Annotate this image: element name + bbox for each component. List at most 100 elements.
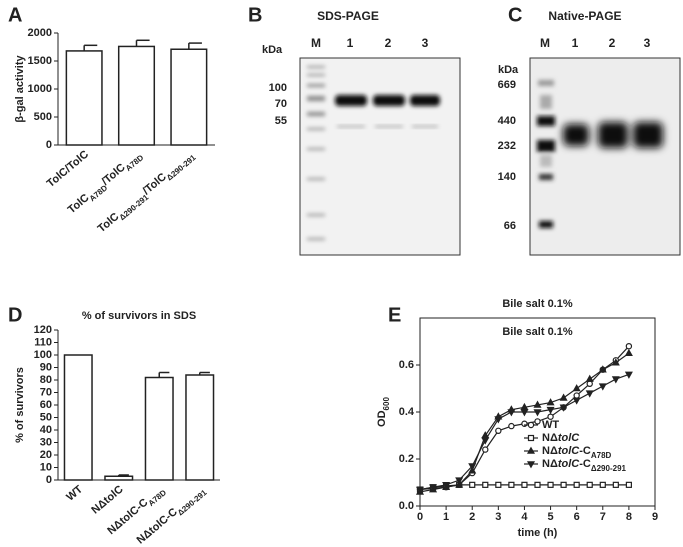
panel-letter: C <box>508 4 522 26</box>
text-part: -C <box>579 458 591 470</box>
panel-letter: E <box>388 304 401 326</box>
text-part: NΔtolC <box>89 483 125 516</box>
gel-unit: kDa <box>262 44 283 56</box>
y-tick-label: 120 <box>34 324 52 336</box>
x-tick-label: TolC/TolC <box>45 148 91 190</box>
text-part: 600 <box>382 397 391 411</box>
marker <box>598 383 607 391</box>
marker <box>521 481 528 488</box>
marker <box>611 358 620 366</box>
marker <box>534 418 541 425</box>
y-tick-label: 0.4 <box>399 406 415 418</box>
marker <box>611 376 620 384</box>
legend-label: NΔtolC <box>542 432 580 444</box>
x-tick-label: NΔtolC <box>89 483 125 516</box>
gel-b: B SDS-PAGE kDa M 1 2 3 100 70 55 <box>248 4 461 256</box>
marker-label: 55 <box>275 115 287 127</box>
marker <box>481 437 490 445</box>
marker-label: 66 <box>504 220 516 232</box>
y-tick-label: 90 <box>40 361 52 373</box>
marker <box>573 481 580 488</box>
lane-label: M <box>540 36 550 50</box>
marker <box>494 416 503 424</box>
plot-frame <box>419 317 656 507</box>
y-axis-label: β-gal activity <box>14 55 26 123</box>
text-part: tolC <box>558 432 580 444</box>
x-tick-label: NΔtolC-CΔ290-291 <box>135 483 209 547</box>
text-part: A78D <box>591 451 612 460</box>
legend-marker <box>527 421 535 429</box>
chart-title: % of survivors in SDS <box>82 310 196 322</box>
lane-label: 1 <box>347 36 354 50</box>
y-tick-label: 1000 <box>28 83 52 95</box>
marker <box>586 481 593 488</box>
text-part: Δ290-291 <box>165 152 198 182</box>
marker <box>468 463 477 471</box>
y-tick-label: 110 <box>34 336 52 348</box>
legend-marker <box>526 446 536 454</box>
text-part: Δ290-291 <box>591 464 627 473</box>
marker <box>598 365 607 373</box>
text-part: tolC <box>558 458 580 470</box>
marker-label: 70 <box>275 98 287 110</box>
text-part: TolC/TolC <box>45 148 91 190</box>
y-tick-label: 50 <box>40 411 52 423</box>
faint-bands <box>337 125 438 128</box>
marker <box>585 390 594 398</box>
bands <box>563 122 663 148</box>
marker <box>520 409 529 417</box>
text-part: -C <box>579 445 591 457</box>
bar <box>185 374 215 481</box>
marker <box>495 481 502 488</box>
panel-letter: D <box>8 304 22 326</box>
x-tick-label: WT <box>64 483 85 503</box>
text-part: WT <box>64 483 85 503</box>
gel-unit: kDa <box>498 64 519 76</box>
y-tick-label: 30 <box>40 436 52 448</box>
marker <box>612 481 619 488</box>
y-tick-label: 2000 <box>28 27 52 39</box>
marker <box>508 422 515 430</box>
text-part: tolC <box>558 445 580 457</box>
marker <box>573 392 580 399</box>
y-axis-label: OD600 <box>376 397 391 427</box>
x-tick-label: 0 <box>417 511 423 523</box>
marker <box>625 481 632 488</box>
bands <box>335 95 440 106</box>
gel <box>529 57 681 256</box>
lane-label: M <box>311 36 321 50</box>
lane-label: 3 <box>422 36 429 50</box>
y-tick-label: 1500 <box>28 55 52 67</box>
x-tick-label: 6 <box>574 511 580 523</box>
marker <box>533 400 542 408</box>
y-tick-label: 0.2 <box>399 453 414 465</box>
marker <box>429 484 438 492</box>
x-tick-label: 5 <box>547 511 553 523</box>
marker <box>572 397 581 405</box>
ladder <box>307 66 325 240</box>
marker <box>415 486 425 494</box>
text-part: WT <box>542 419 559 431</box>
y-tick-label: 0 <box>46 139 52 151</box>
marker <box>547 413 554 420</box>
x-axis-label: time (h) <box>518 527 558 539</box>
x-tick-label: 7 <box>600 511 606 523</box>
marker <box>624 371 633 379</box>
gel <box>299 57 461 256</box>
y-tick-label: 0.6 <box>399 359 414 371</box>
marker <box>533 409 542 417</box>
ladder <box>537 80 555 228</box>
text-part: OD <box>376 410 388 427</box>
marker <box>482 481 489 488</box>
chart-title: Bile salt 0.1% <box>502 298 573 310</box>
bar <box>144 376 174 481</box>
bar <box>104 475 134 481</box>
legend-marker <box>527 434 535 442</box>
marker <box>508 481 515 488</box>
marker <box>599 481 606 488</box>
marker <box>482 446 489 453</box>
y-axis-label: % of survivors <box>14 367 26 443</box>
marker <box>560 481 567 488</box>
text-part: NΔ <box>542 458 558 470</box>
